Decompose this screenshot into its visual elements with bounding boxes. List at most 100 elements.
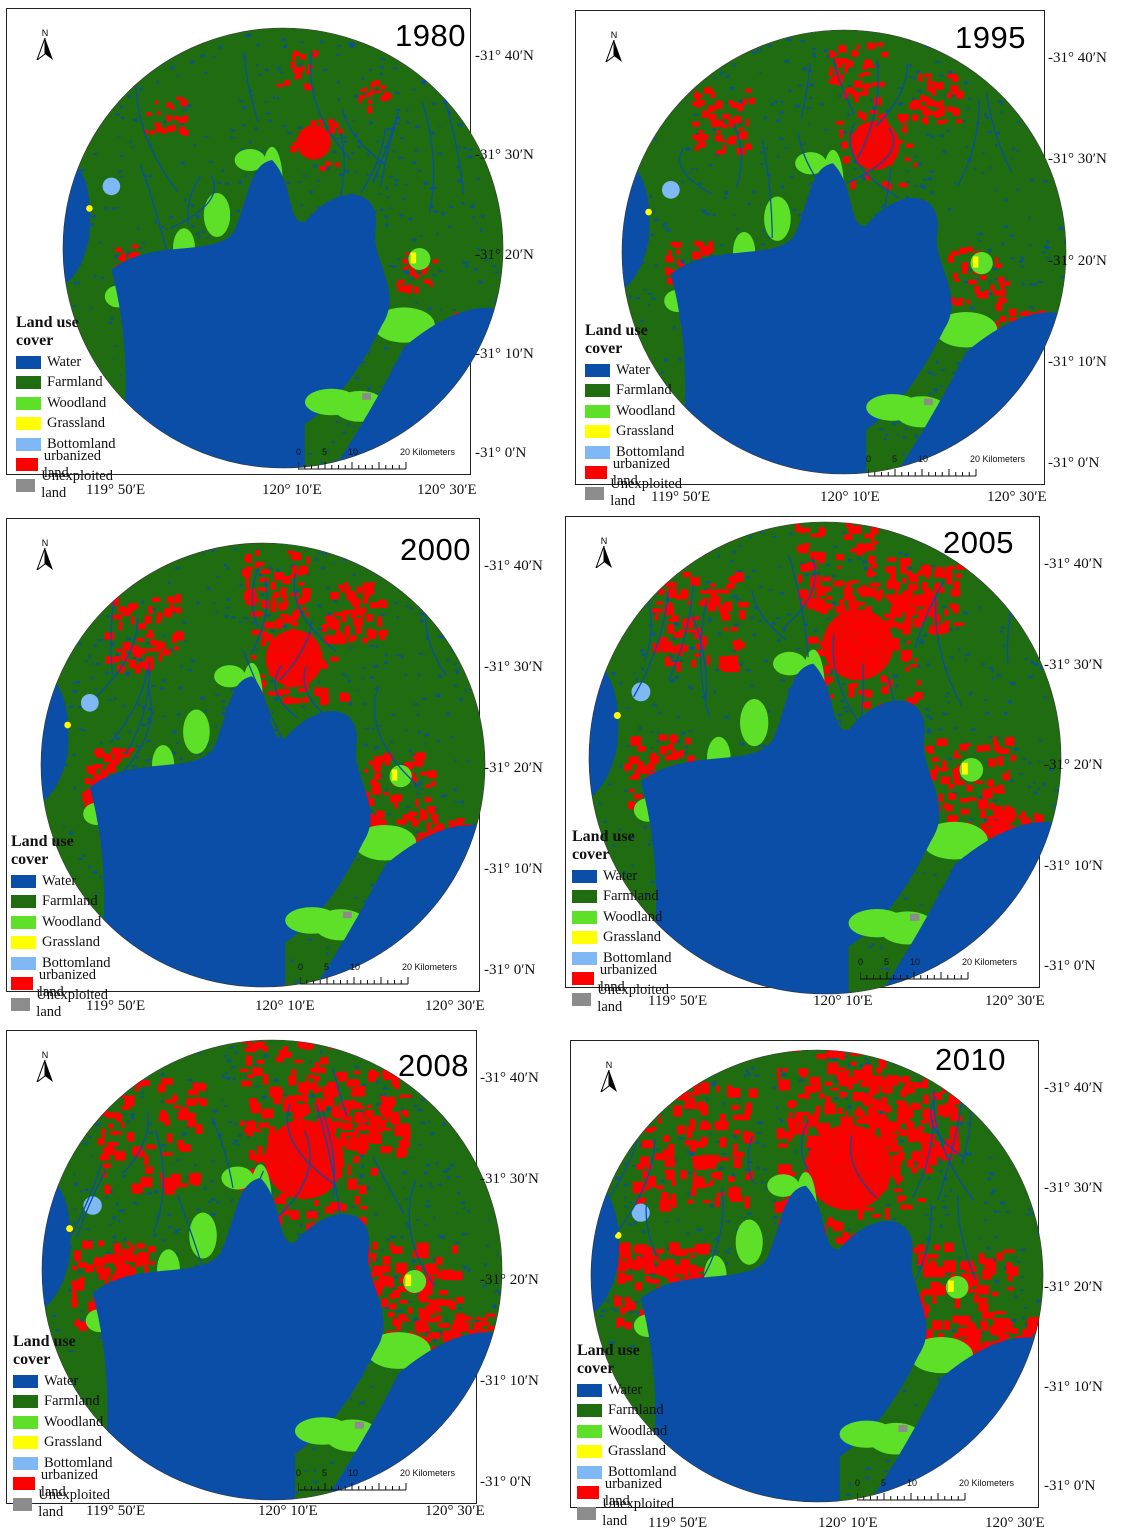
woodland-patch — [214, 665, 246, 688]
scale-tick-label: 20 Kilometers — [402, 962, 458, 972]
north-arrow-icon: N — [35, 538, 54, 575]
latitude-label: -31° 40′N — [1044, 1080, 1103, 1096]
legend-swatch — [577, 1404, 602, 1418]
legend-item: Woodland — [585, 401, 688, 422]
woodland-patch — [366, 1332, 431, 1369]
map-legend: Land use cover Water Farmland Woodland Grass… — [572, 828, 675, 1015]
legend-item: Unexploited land — [11, 987, 114, 1020]
latitude-label: -31° 40′N — [1044, 556, 1103, 572]
latitude-label: -31° 30′N — [1044, 1179, 1103, 1196]
scale-tick-label: 5 — [322, 447, 328, 457]
unexploited-patch — [923, 398, 933, 406]
latitude-label: -31° 30′N — [484, 659, 543, 675]
latitude-label: -31° 0′N — [480, 1474, 532, 1490]
legend-swatch — [13, 1374, 38, 1388]
legend-swatch — [572, 972, 594, 986]
legend-label: Grassland — [42, 934, 100, 951]
latitude-label: -31° 20′N — [1048, 252, 1107, 269]
legend-label: Bottomland — [42, 954, 111, 971]
latitude-label: -31° 20′N — [484, 760, 543, 776]
legend-item: Unexploited land — [13, 1487, 116, 1520]
woodland-patch — [909, 1337, 973, 1374]
north-label: N — [600, 536, 608, 546]
longitude-label: 120° 10′E — [820, 489, 880, 505]
legend-title: Land use cover — [577, 1342, 640, 1377]
legend-item: Water — [585, 360, 688, 381]
legend-item: Woodland — [577, 1421, 680, 1442]
legend-label: Grassland — [47, 415, 105, 432]
legend-item: Bottomland — [16, 434, 119, 455]
legend-item: Bottomland — [577, 1462, 680, 1483]
scale-tick-label: 0 — [296, 1468, 302, 1478]
legend-label: urbanized land — [43, 447, 101, 481]
woodland-patch — [921, 821, 988, 860]
legend-swatch — [577, 1424, 602, 1438]
legend-item: Woodland — [16, 393, 119, 414]
legend-swatch — [13, 1395, 38, 1409]
year-label: 2010 — [935, 1042, 1006, 1077]
legend-label: Farmland — [42, 893, 98, 910]
legend-item: Water — [16, 352, 119, 373]
latitude-label: -31° 0′N — [475, 445, 527, 461]
legend-label: Woodland — [603, 908, 663, 925]
longitude-label: 120° 10′E — [258, 1503, 318, 1519]
map-legend: Land use cover Water Farmland Woodland Grass… — [16, 314, 119, 501]
legend-item: Woodland — [13, 1412, 116, 1433]
legend-label: Woodland — [42, 913, 102, 930]
longitude-label: 119° 50′E — [86, 998, 146, 1014]
longitude-label: 119° 50′E — [648, 1515, 708, 1531]
legend-label: Woodland — [44, 1413, 104, 1430]
legend-item: urbanized land — [16, 448, 119, 481]
bottomland-patch — [102, 177, 121, 196]
legend-swatch — [11, 936, 36, 950]
scale-bar-line — [300, 977, 409, 985]
legend-item: Farmland — [13, 1392, 116, 1413]
grassland-patch — [66, 1225, 74, 1233]
scale-tick-label: 20 Kilometers — [970, 454, 1026, 464]
legend-swatch — [16, 355, 41, 369]
legend-swatch — [11, 915, 36, 929]
longitude-label: 119° 50′E — [651, 489, 711, 505]
longitude-label: 120° 30′E — [985, 1515, 1045, 1531]
woodland-patch — [373, 307, 435, 343]
legend-swatch — [585, 384, 610, 398]
legend-swatch — [585, 445, 610, 459]
longitude-label: 120° 10′E — [813, 993, 873, 1009]
legend-label: Farmland — [608, 1402, 664, 1419]
scale-tick-label: 10 — [348, 447, 359, 457]
unexploited-patch — [898, 1425, 908, 1432]
legend-item: Woodland — [572, 907, 675, 928]
north-arrow-icon: N — [594, 536, 613, 573]
legend-label: Water — [608, 1381, 643, 1398]
longitude-label: 120° 30′E — [425, 1503, 485, 1519]
legend-item: Grassland — [16, 414, 119, 435]
map-legend: Land use cover Water Farmland Woodland Grass… — [11, 833, 114, 1020]
north-label: N — [610, 30, 618, 40]
legend-swatch — [585, 466, 607, 480]
latitude-label: -31° 10′N — [484, 861, 543, 877]
legend-item: Grassland — [572, 928, 675, 949]
legend-label: Unexploited land — [597, 982, 669, 1016]
scale-tick-label: 10 — [910, 957, 921, 967]
longitude-label: 120° 10′E — [262, 482, 322, 498]
legend-label: Unexploited land — [41, 468, 113, 502]
longitude-label: 119° 50′E — [648, 993, 708, 1009]
legend-label: Woodland — [608, 1422, 668, 1439]
scale-tick-label: 5 — [892, 454, 898, 464]
latitude-label: -31° 0′N — [1044, 1478, 1096, 1494]
legend-swatch — [16, 437, 41, 451]
scale-tick-label: 0 — [866, 454, 872, 464]
year-label: 2005 — [943, 525, 1014, 560]
grassland-patch — [64, 721, 71, 729]
legend-swatch — [572, 890, 597, 904]
bottomland-patch — [631, 1203, 650, 1222]
legend-item: Grassland — [577, 1442, 680, 1463]
legend-item: Water — [572, 866, 675, 887]
unexploited-patch — [354, 1421, 364, 1429]
latitude-label: -31° 0′N — [1044, 958, 1096, 974]
woodland-patch — [735, 1219, 763, 1265]
north-label: N — [41, 538, 49, 548]
